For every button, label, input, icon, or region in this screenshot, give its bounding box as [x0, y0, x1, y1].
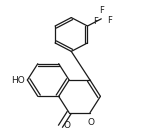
Text: O: O [88, 118, 95, 127]
Text: F: F [93, 17, 98, 26]
Text: F: F [100, 6, 104, 15]
Text: F: F [107, 16, 112, 25]
Text: O: O [64, 121, 71, 130]
Text: HO: HO [11, 76, 25, 84]
